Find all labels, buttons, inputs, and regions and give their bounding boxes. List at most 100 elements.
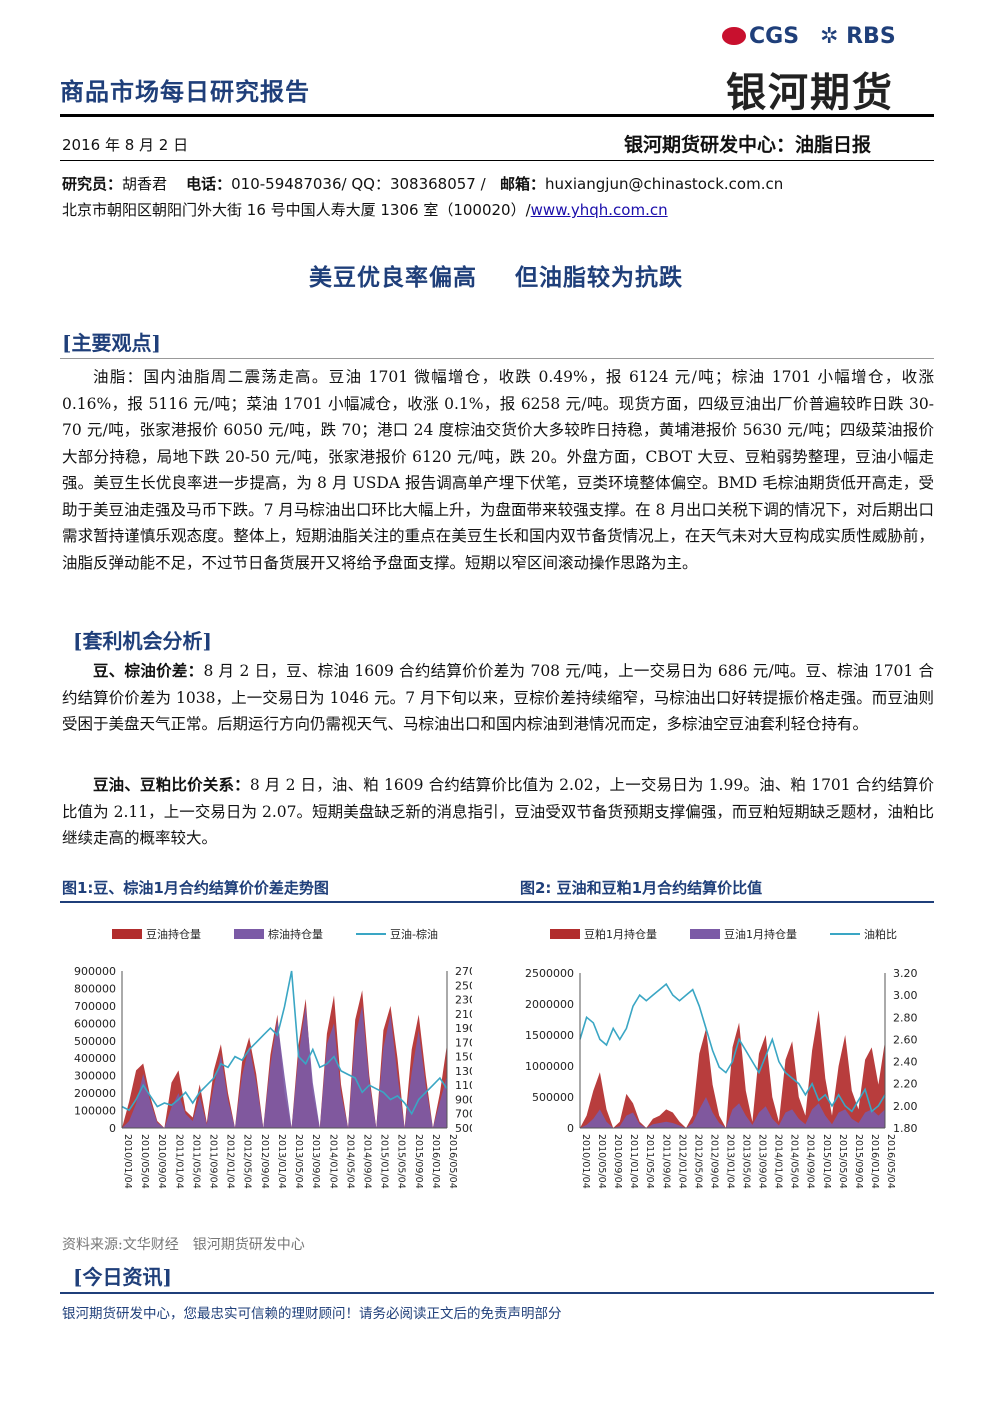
figure1-title: 图1:豆、棕油1月合约结算价价差走势图 bbox=[62, 879, 329, 897]
headline-part1: 美豆优良率偏高 bbox=[309, 264, 477, 291]
section-arbitrage-title: [套利机会分析] bbox=[73, 629, 212, 653]
footer-disclaimer: 银河期货研发中心，您最忠实可信赖的理财顾问！请务必阅读正文后的免责声明部分 bbox=[62, 1306, 562, 1322]
chart-ratio: 豆粕1月持仓量 豆油1月持仓量 油粕比 0 500000 1000000 1500000 20… bbox=[525, 927, 918, 1189]
legend-swatch-1 bbox=[690, 929, 720, 939]
x-tick-label: 2014/01/04 bbox=[773, 1134, 784, 1189]
address-text: 北京市朝阳区朝阳门外大街 16 号中国人寿大厦 1306 室（100020）/ bbox=[62, 201, 531, 219]
x-tick-label: 2015/05/04 bbox=[837, 1134, 848, 1189]
y-left-tick-label: 900000 bbox=[74, 965, 116, 978]
y-left-tick-label: 2500000 bbox=[525, 967, 574, 980]
series-area-0 bbox=[580, 1010, 885, 1128]
website-link[interactable]: www.yhqh.com.cn bbox=[530, 201, 668, 219]
y-left-tick-label: 100000 bbox=[74, 1105, 116, 1118]
y-left-tick-label: 700000 bbox=[74, 1000, 116, 1013]
source-note: 资料来源:文华财经 银河期货研发中心 bbox=[62, 1234, 305, 1254]
x-tick-label: 2011/09/04 bbox=[208, 1134, 219, 1189]
y-right-tick-label: 2300 bbox=[455, 994, 472, 1007]
x-tick-label: 2011/05/04 bbox=[190, 1134, 201, 1189]
y-right-tick-label: 3.20 bbox=[893, 967, 918, 980]
series-line-2 bbox=[579, 982, 886, 1113]
x-tick-label: 2011/05/04 bbox=[644, 1134, 655, 1189]
x-tick-label: 2011/09/04 bbox=[660, 1134, 671, 1189]
x-tick-label: 2010/01/04 bbox=[122, 1134, 133, 1189]
source-org: 银河期货研发中心 bbox=[192, 1237, 305, 1253]
spread-lead: 豆、棕油价差： bbox=[93, 661, 204, 680]
x-tick-label: 2014/05/04 bbox=[344, 1134, 355, 1189]
email-value[interactable]: huxiangjun@chinastock.com.cn bbox=[545, 175, 784, 193]
ratio-paragraph: 豆油、豆粕比价关系：8 月 2 日，油、粕 1609 合约结算价比值为 2.02… bbox=[62, 772, 934, 852]
y-left-tick-label: 200000 bbox=[74, 1087, 116, 1100]
x-tick-label: 2015/01/04 bbox=[379, 1134, 390, 1189]
x-tick-label: 2010/05/04 bbox=[596, 1134, 607, 1189]
x-tick-label: 2013/01/04 bbox=[724, 1134, 735, 1189]
source-label: 资料来源:文华财经 bbox=[62, 1237, 179, 1253]
y-left-tick-label: 800000 bbox=[74, 982, 116, 995]
ratio-lead: 豆油、豆粕比价关系： bbox=[93, 775, 250, 794]
x-tick-label: 2014/09/04 bbox=[361, 1134, 372, 1189]
legend-label-0: 豆粕1月持仓量 bbox=[584, 927, 657, 941]
x-tick-label: 2013/05/04 bbox=[741, 1134, 752, 1189]
x-tick-label: 2013/09/04 bbox=[310, 1134, 321, 1189]
section-main-views-title: [主要观点] bbox=[62, 331, 161, 355]
series-area-1 bbox=[580, 1097, 885, 1128]
y-right-tick-label: 1900 bbox=[455, 1022, 472, 1035]
address-line: 北京市朝阳区朝阳门外大街 16 号中国人寿大厦 1306 室（100020）/w… bbox=[62, 199, 668, 220]
y-right-tick-label: 1.80 bbox=[893, 1122, 918, 1135]
x-tick-label: 2010/01/04 bbox=[580, 1134, 591, 1189]
y-right-tick-label: 700 bbox=[455, 1108, 472, 1121]
x-tick-label: 2015/01/04 bbox=[821, 1134, 832, 1189]
x-tick-label: 2015/09/04 bbox=[853, 1134, 864, 1189]
company-logo: CGS ✲ RBS 银河期货 bbox=[722, 22, 922, 116]
x-tick-label: 2012/01/04 bbox=[676, 1134, 687, 1189]
analyst-label: 研究员： bbox=[62, 175, 123, 193]
x-tick-label: 2014/09/04 bbox=[805, 1134, 816, 1189]
y-left-tick-label: 0 bbox=[109, 1122, 116, 1135]
ratio-body: 8 月 2 日，油、粕 1609 合约结算价比值为 2.02，上一交易日为 1.… bbox=[62, 776, 934, 847]
date-rule bbox=[60, 160, 934, 161]
y-right-tick-label: 2700 bbox=[455, 965, 472, 978]
main-views-paragraph: 油脂：国内油脂周二震荡走高。豆油 1701 微幅增仓，收跌 0.49%，报 61… bbox=[62, 368, 934, 572]
spread-paragraph: 豆、棕油价差：8 月 2 日，豆、棕油 1609 合约结算价价差为 708 元/… bbox=[62, 658, 934, 738]
legend-swatch-1 bbox=[234, 929, 264, 939]
analyst-name: 胡香君 bbox=[122, 175, 168, 193]
phone-value: 010-59487036/ QQ：308368057 / bbox=[231, 175, 486, 193]
x-tick-label: 2012/01/04 bbox=[225, 1134, 236, 1189]
legend-label-0: 豆油持仓量 bbox=[146, 927, 201, 941]
legend-label-1: 棕油持仓量 bbox=[268, 927, 323, 941]
y-right-tick-label: 500 bbox=[455, 1122, 472, 1135]
figure-rule bbox=[60, 901, 934, 903]
x-tick-label: 2010/05/04 bbox=[139, 1134, 150, 1189]
y-right-tick-label: 2.40 bbox=[893, 1056, 918, 1069]
legend-label-1: 豆油1月持仓量 bbox=[724, 927, 797, 941]
y-left-tick-label: 1000000 bbox=[525, 1060, 574, 1073]
y-right-tick-label: 1100 bbox=[455, 1079, 472, 1092]
y-right-tick-label: 2.60 bbox=[893, 1033, 918, 1046]
headline-part2: 但油脂较为抗跌 bbox=[515, 264, 683, 291]
x-tick-label: 2010/09/04 bbox=[612, 1134, 623, 1189]
series-area-1 bbox=[122, 1005, 447, 1128]
x-tick-label: 2015/09/04 bbox=[413, 1134, 424, 1189]
x-tick-label: 2011/01/04 bbox=[628, 1134, 639, 1189]
y-right-tick-label: 1500 bbox=[455, 1051, 472, 1064]
x-tick-label: 2012/09/04 bbox=[259, 1134, 270, 1189]
rbs-mark-icon: ✲ bbox=[820, 24, 839, 49]
y-left-tick-label: 500000 bbox=[532, 1091, 574, 1104]
y-right-tick-label: 2.00 bbox=[893, 1100, 918, 1113]
cgs-mark-icon bbox=[722, 27, 746, 45]
y-right-tick-label: 900 bbox=[455, 1093, 472, 1106]
y-right-tick-label: 2.20 bbox=[893, 1078, 918, 1091]
phone-label: 电话： bbox=[186, 175, 232, 193]
y-right-tick-label: 1300 bbox=[455, 1065, 472, 1078]
y-right-tick-label: 1700 bbox=[455, 1036, 472, 1049]
chart-spread: 豆油持仓量 棕油持仓量 豆油-棕油 0 100000 200000 300000 400000… bbox=[74, 927, 472, 1189]
headline: 美豆优良率偏高 但油脂较为抗跌 bbox=[0, 258, 992, 292]
x-tick-label: 2013/01/04 bbox=[276, 1134, 287, 1189]
series-line-2 bbox=[121, 970, 448, 1116]
logo-rbs-text: RBS bbox=[846, 24, 896, 49]
y-left-tick-label: 2000000 bbox=[525, 998, 574, 1011]
footer-rule bbox=[60, 1292, 934, 1294]
logo-cgs: CGS bbox=[722, 24, 799, 49]
section-rule bbox=[60, 358, 934, 359]
header-rule bbox=[60, 114, 934, 117]
report-title: 商品市场每日研究报告 bbox=[60, 78, 310, 106]
